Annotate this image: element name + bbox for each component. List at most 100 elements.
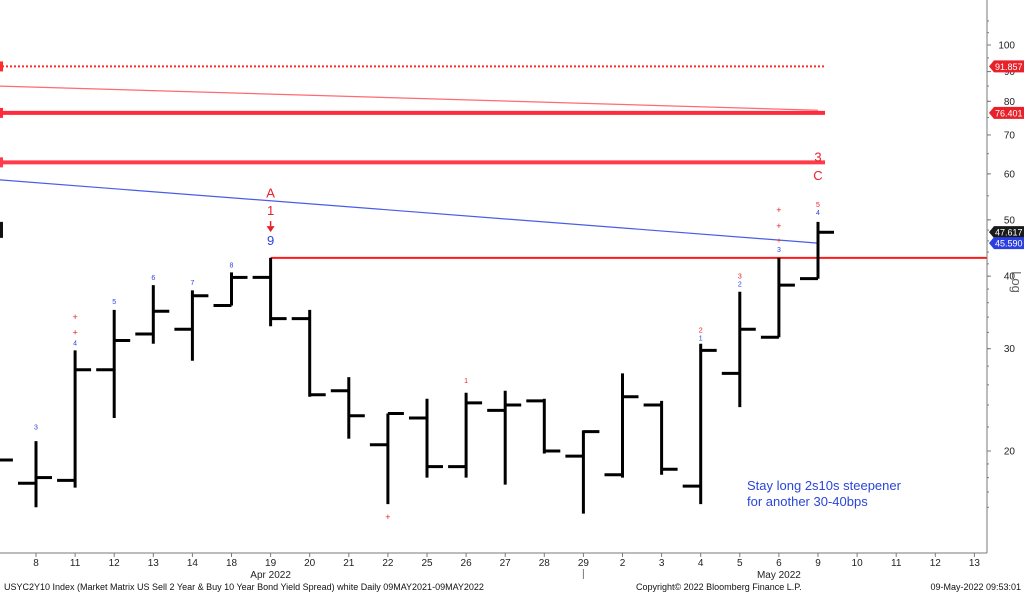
x-tick-label: 13 bbox=[969, 558, 981, 569]
x-tick-label: 25 bbox=[421, 558, 433, 569]
chart-annotation: + bbox=[72, 328, 77, 338]
chart-annotation: + bbox=[776, 205, 781, 215]
chart-annotation: 7 bbox=[190, 280, 194, 287]
ohlc-bar bbox=[760, 257, 795, 339]
chart-annotation: + bbox=[777, 236, 782, 245]
x-tick-label: 19 bbox=[265, 558, 277, 569]
ohlc-bar bbox=[213, 272, 248, 308]
x-tick-label: 11 bbox=[70, 558, 81, 569]
chart-annotation: 2 bbox=[699, 327, 703, 334]
y-tick-label: 90 bbox=[1004, 67, 1016, 78]
y-tick-label: 60 bbox=[1004, 169, 1016, 180]
ohlc-bar bbox=[18, 441, 52, 508]
y-axis-scale-label: Log bbox=[1009, 271, 1024, 293]
x-tick-label: 10 bbox=[852, 558, 864, 569]
price-tag-label: 47.617 bbox=[995, 228, 1023, 238]
level-edge-marker bbox=[0, 157, 3, 168]
y-tick-label: 80 bbox=[1004, 97, 1016, 108]
chart-annotation: 8 bbox=[230, 262, 234, 269]
footer-copyright: Copyright© 2022 Bloomberg Finance L.P. bbox=[636, 582, 802, 592]
price-tag bbox=[989, 106, 1024, 119]
down-arrow-icon bbox=[266, 226, 275, 233]
chart-annotation: 3 bbox=[738, 274, 742, 281]
ohlc-bar bbox=[369, 412, 404, 505]
price-tag bbox=[989, 226, 1024, 239]
x-tick-label: 13 bbox=[148, 558, 160, 569]
x-tick-label: 6 bbox=[776, 558, 782, 569]
x-tick-label: 14 bbox=[187, 558, 199, 569]
ohlc-bar bbox=[135, 285, 170, 344]
x-tick-label: 2 bbox=[620, 558, 626, 569]
chart-annotation: 4 bbox=[816, 210, 820, 217]
x-tick-label: 22 bbox=[382, 558, 394, 569]
y-tick-label: 70 bbox=[1004, 130, 1016, 141]
ohlc-bar bbox=[409, 398, 443, 478]
chart-annotation: 5 bbox=[816, 202, 820, 209]
chart-annotation: 6 bbox=[151, 275, 155, 282]
chart-annotation: 1 bbox=[464, 378, 468, 385]
x-tick-label: 27 bbox=[500, 558, 512, 569]
x-tick-label: 12 bbox=[930, 558, 942, 569]
chart-annotation: 3 bbox=[777, 247, 781, 254]
x-tick-label: 29 bbox=[578, 558, 590, 569]
chart-annotation: 1 bbox=[267, 203, 274, 218]
footer-timestamp: 09-May-2022 09:53:01 bbox=[930, 582, 1021, 592]
x-tick-label: 3 bbox=[659, 558, 665, 569]
chart-annotation: 3 bbox=[814, 150, 821, 165]
y-tick-label: 100 bbox=[998, 41, 1015, 52]
left-edge-price-marker bbox=[0, 221, 3, 238]
ohlc-bar bbox=[604, 373, 639, 478]
chart-annotation: 4 bbox=[73, 340, 77, 347]
y-tick-label: 30 bbox=[1004, 344, 1016, 355]
chart-annotation: 2 bbox=[738, 281, 742, 288]
price-tag-label: 45.590 bbox=[995, 239, 1023, 249]
y-tick-label: 20 bbox=[1004, 447, 1016, 458]
price-tag-label: 91.857 bbox=[995, 62, 1023, 72]
level-edge-marker bbox=[0, 107, 3, 118]
x-tick-label: 28 bbox=[539, 558, 551, 569]
month-label: May 2022 bbox=[757, 570, 801, 581]
x-tick-label: 5 bbox=[737, 558, 743, 569]
price-tag-label: 76.401 bbox=[995, 108, 1023, 118]
trendline bbox=[0, 179, 819, 244]
ohlc-bar bbox=[487, 390, 522, 485]
month-label: Apr 2022 bbox=[250, 570, 291, 581]
ohlc-bar bbox=[96, 309, 131, 418]
ohlc-bar bbox=[330, 377, 365, 439]
chart-annotation: + bbox=[776, 221, 781, 231]
chart-annotation: C bbox=[813, 168, 822, 183]
x-tick-label: 18 bbox=[226, 558, 238, 569]
chart-note-line-1: Stay long 2s10s steepener bbox=[747, 478, 902, 493]
chart-annotation: 5 bbox=[112, 299, 116, 306]
x-tick-label: 8 bbox=[33, 558, 39, 569]
trendline bbox=[0, 85, 819, 111]
x-tick-label: 26 bbox=[461, 558, 473, 569]
level-edge-marker bbox=[0, 61, 3, 72]
ohlc-bar bbox=[448, 392, 483, 478]
ohlc-bar bbox=[174, 290, 209, 361]
chart-note-line-2: for another 30-40bps bbox=[747, 494, 868, 509]
chart-annotation: 9 bbox=[267, 233, 274, 248]
x-tick-label: 11 bbox=[891, 558, 902, 569]
y-tick-label: 50 bbox=[1004, 215, 1016, 226]
ohlc-bar bbox=[721, 291, 756, 408]
ohlc-bar bbox=[682, 343, 717, 505]
ohlc-bar bbox=[643, 400, 678, 475]
price-tag bbox=[989, 237, 1024, 250]
x-tick-label: 9 bbox=[815, 558, 821, 569]
footer-index-description: USYC2Y10 Index (Market Matrix US Sell 2 … bbox=[4, 582, 484, 592]
x-tick-label: 21 bbox=[343, 558, 355, 569]
x-tick-label: 4 bbox=[698, 558, 704, 569]
ohlc-bar bbox=[57, 350, 92, 488]
chart-annotation: 1 bbox=[699, 335, 703, 342]
chart-annotation: + bbox=[385, 512, 390, 522]
ohlc-bar bbox=[291, 309, 326, 397]
price-tag bbox=[989, 60, 1024, 73]
x-tick-label: 12 bbox=[109, 558, 121, 569]
chart-annotation: + bbox=[72, 312, 77, 322]
ohlc-bar bbox=[252, 257, 287, 327]
ohlc-bar bbox=[565, 430, 600, 514]
ohlc-bar bbox=[526, 398, 561, 454]
